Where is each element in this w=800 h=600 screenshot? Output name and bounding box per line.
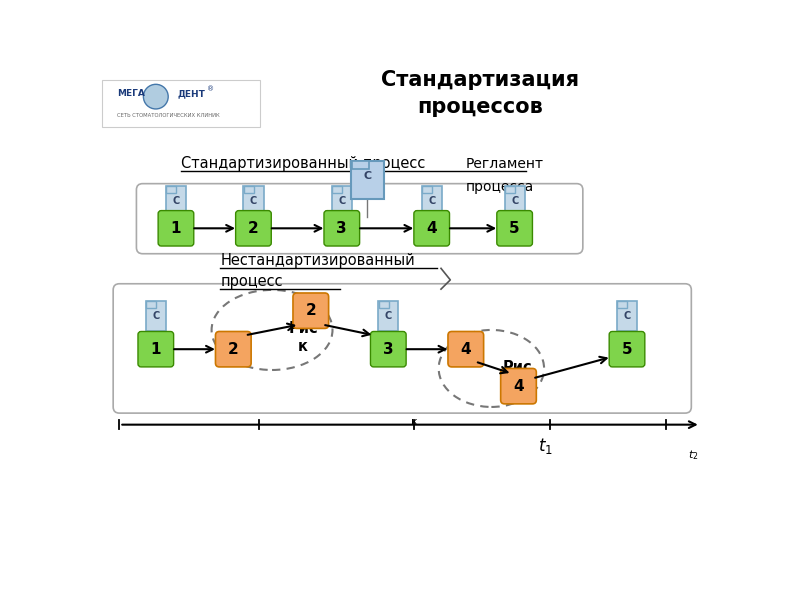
FancyBboxPatch shape <box>146 301 166 331</box>
Text: С: С <box>623 311 630 321</box>
Text: $t_1$: $t_1$ <box>538 436 553 456</box>
Text: С: С <box>172 196 179 206</box>
FancyBboxPatch shape <box>422 185 432 193</box>
FancyBboxPatch shape <box>448 331 484 367</box>
FancyBboxPatch shape <box>244 185 254 193</box>
Text: СЕТЬ СТОМАТОЛОГИЧЕСКИХ КЛИНИК: СЕТЬ СТОМАТОЛОГИЧЕСКИХ КЛИНИК <box>117 113 220 118</box>
FancyBboxPatch shape <box>293 293 329 328</box>
Text: С: С <box>338 196 346 206</box>
Text: ДЕНТ: ДЕНТ <box>178 89 206 98</box>
Text: процесса: процесса <box>466 179 534 194</box>
Text: Регламент: Регламент <box>466 157 544 170</box>
FancyBboxPatch shape <box>146 301 156 308</box>
Text: 1: 1 <box>150 342 161 356</box>
FancyBboxPatch shape <box>617 301 637 331</box>
FancyBboxPatch shape <box>414 211 450 246</box>
FancyBboxPatch shape <box>243 186 263 215</box>
Text: 3: 3 <box>337 221 347 236</box>
Text: Стандартизированный процесс: Стандартизированный процесс <box>182 155 426 170</box>
Text: С: С <box>250 196 257 206</box>
Text: МЕГА: МЕГА <box>117 89 145 98</box>
Text: Стандартизация
процессов: Стандартизация процессов <box>381 70 579 117</box>
FancyBboxPatch shape <box>505 185 515 193</box>
Text: 5: 5 <box>510 221 520 236</box>
FancyBboxPatch shape <box>422 186 442 215</box>
FancyBboxPatch shape <box>324 211 360 246</box>
FancyBboxPatch shape <box>236 211 271 246</box>
Text: процесс: процесс <box>220 274 282 289</box>
Text: 2: 2 <box>306 303 316 318</box>
Text: Рис
к: Рис к <box>288 322 318 354</box>
Text: 1: 1 <box>170 221 181 236</box>
Text: $t_2$: $t_2$ <box>688 448 698 461</box>
Text: Нестандартизированный: Нестандартизированный <box>220 253 415 268</box>
FancyBboxPatch shape <box>370 331 406 367</box>
FancyBboxPatch shape <box>505 186 525 215</box>
Text: С: С <box>428 196 435 206</box>
Text: 3: 3 <box>383 342 394 356</box>
FancyBboxPatch shape <box>497 211 533 246</box>
Text: к: к <box>410 418 418 427</box>
FancyBboxPatch shape <box>215 331 251 367</box>
Text: С: С <box>385 311 392 321</box>
FancyBboxPatch shape <box>332 185 342 193</box>
FancyBboxPatch shape <box>351 161 384 199</box>
Text: С: С <box>363 171 371 181</box>
FancyBboxPatch shape <box>618 301 627 308</box>
Text: 2: 2 <box>248 221 259 236</box>
Text: 2: 2 <box>228 342 238 356</box>
FancyBboxPatch shape <box>609 331 645 367</box>
FancyBboxPatch shape <box>332 186 352 215</box>
FancyBboxPatch shape <box>166 186 186 215</box>
FancyBboxPatch shape <box>102 80 261 127</box>
FancyBboxPatch shape <box>352 161 370 169</box>
Text: Рис
к: Рис к <box>502 360 532 392</box>
Text: С: С <box>152 311 159 321</box>
FancyBboxPatch shape <box>166 185 176 193</box>
Text: С: С <box>511 196 518 206</box>
FancyBboxPatch shape <box>501 368 536 404</box>
FancyBboxPatch shape <box>378 301 389 308</box>
Text: 4: 4 <box>426 221 437 236</box>
FancyBboxPatch shape <box>158 211 194 246</box>
Circle shape <box>143 85 168 109</box>
FancyBboxPatch shape <box>378 301 398 331</box>
Text: 5: 5 <box>622 342 632 356</box>
Text: 4: 4 <box>513 379 524 394</box>
Text: ®: ® <box>207 87 214 93</box>
Text: 4: 4 <box>461 342 471 356</box>
FancyBboxPatch shape <box>138 331 174 367</box>
